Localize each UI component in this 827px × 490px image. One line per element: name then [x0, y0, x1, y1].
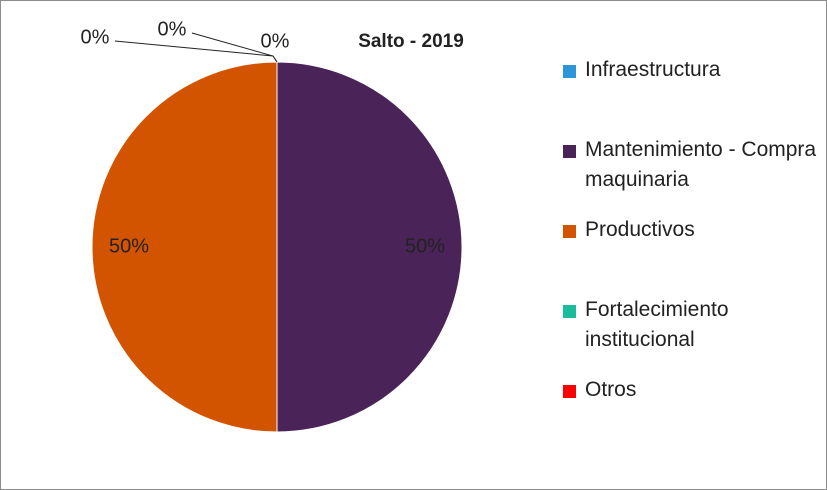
legend-item: Productivos [563, 215, 826, 245]
legend-item: Mantenimiento - Compra maquinaria [563, 135, 826, 195]
data-label: 50% [405, 235, 445, 257]
data-label: 50% [109, 235, 149, 257]
legend-item: Infraestructura [563, 55, 826, 85]
pie-slice [91, 61, 278, 433]
leader-line [114, 40, 278, 63]
legend-swatch [563, 385, 576, 398]
data-label: 0% [261, 30, 290, 52]
legend-label: Fortalecimiento institucional [585, 298, 729, 351]
legend-label: Otros [585, 378, 637, 401]
chart-title: Salto - 2019 [358, 31, 464, 52]
legend-swatch [563, 65, 576, 78]
data-label: 0% [81, 26, 110, 48]
legend-swatch [563, 145, 576, 158]
legend-swatch [563, 225, 576, 238]
legend-item: Otros [563, 375, 826, 405]
legend-label: Infraestructura [585, 58, 721, 81]
data-label: 0% [158, 18, 187, 40]
legend-swatch [563, 305, 576, 318]
pie-slice [276, 61, 463, 433]
legend-item: Fortalecimiento institucional [563, 295, 826, 355]
legend-label: Productivos [585, 218, 695, 241]
legend-label: Mantenimiento - Compra maquinaria [585, 138, 817, 191]
